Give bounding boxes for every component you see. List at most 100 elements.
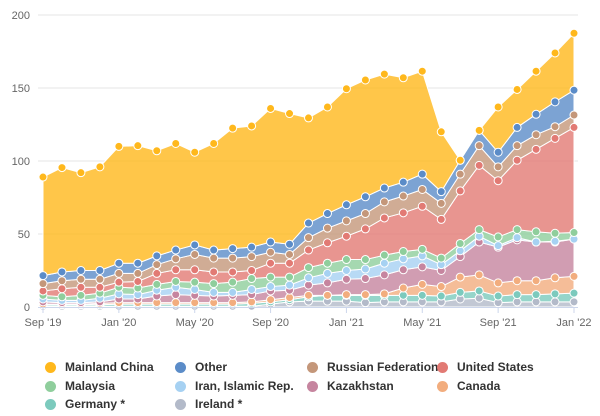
point-canada: [417, 279, 427, 289]
point-mainland-china: [360, 75, 370, 85]
legend-item-canada[interactable]: Canada: [437, 379, 500, 393]
point-united-states: [228, 267, 238, 277]
point-other: [550, 97, 560, 107]
point-united-states: [341, 231, 351, 241]
point-russian-federation: [228, 253, 238, 263]
point-kazakhstan: [417, 262, 427, 272]
legend-item-germany[interactable]: Germany *: [45, 397, 125, 411]
point-other: [493, 147, 503, 157]
point-mainland-china: [152, 146, 162, 156]
legend-marker: [437, 380, 448, 392]
point-other: [341, 200, 351, 210]
stacked-area-chart: 0 50 100 150 200 Sep '19 Jan '20 May '20 Sep '20…: [12, 10, 592, 329]
point-malaysia: [228, 277, 238, 287]
point-germany: [569, 288, 579, 298]
legend-label: Mainland China: [65, 360, 154, 374]
point-canada: [550, 273, 560, 283]
point-mainland-china: [322, 102, 332, 112]
point-united-states: [398, 208, 408, 218]
point-iran-islamic-rep: [190, 284, 200, 294]
point-russian-federation: [247, 252, 257, 262]
point-mainland-china: [209, 138, 219, 148]
point-kazakhstan: [398, 265, 408, 275]
point-russian-federation: [114, 268, 124, 278]
point-other: [398, 177, 408, 187]
point-mainland-china: [512, 84, 522, 94]
legend-marker: [45, 398, 56, 410]
point-mainland-china: [228, 123, 238, 133]
point-malaysia: [152, 279, 162, 289]
legend-item-kazakhstan[interactable]: Kazakhstan: [307, 379, 394, 393]
point-mainland-china: [95, 162, 105, 172]
point-canada: [455, 272, 465, 282]
point-canada: [322, 290, 332, 300]
point-germany: [436, 291, 446, 301]
point-malaysia: [512, 225, 522, 235]
point-mainland-china: [379, 69, 389, 79]
point-mainland-china: [76, 168, 86, 178]
point-ireland: [569, 297, 579, 307]
legend-item-ireland[interactable]: Ireland *: [175, 397, 242, 411]
point-united-states: [493, 176, 503, 186]
point-russian-federation: [322, 223, 332, 233]
legend-item-other[interactable]: Other: [175, 360, 227, 374]
point-other: [379, 183, 389, 193]
point-other: [512, 122, 522, 132]
legend-label: Ireland *: [195, 397, 243, 411]
x-tick-label: May '20: [176, 317, 214, 329]
legend-item-mainland-china[interactable]: Mainland China: [45, 360, 154, 374]
point-kazakhstan: [360, 274, 370, 284]
point-other: [247, 242, 257, 252]
x-tick-label: Sep '21: [480, 317, 517, 329]
point-mainland-china: [171, 138, 181, 148]
point-malaysia: [417, 244, 427, 254]
point-mainland-china: [304, 113, 313, 123]
y-tick-label: 50: [18, 229, 30, 241]
point-mainland-china: [550, 48, 560, 58]
point-united-states: [266, 258, 276, 268]
point-russian-federation: [95, 274, 105, 284]
point-united-states: [76, 282, 86, 292]
y-tick-label: 150: [12, 83, 30, 95]
point-united-states: [379, 213, 389, 223]
point-russian-federation: [379, 197, 389, 207]
point-russian-federation: [57, 276, 67, 286]
point-united-states: [209, 267, 219, 277]
point-germany: [474, 286, 484, 296]
legend-item-malaysia[interactable]: Malaysia: [45, 379, 115, 393]
point-malaysia: [398, 247, 408, 257]
point-other: [417, 169, 427, 179]
x-tick-label: Jan '22: [556, 317, 591, 329]
point-mainland-china: [493, 102, 503, 112]
point-canada: [493, 278, 503, 288]
point-mainland-china: [114, 141, 124, 151]
point-malaysia: [57, 292, 67, 302]
point-russian-federation: [417, 184, 427, 194]
point-united-states: [171, 265, 181, 275]
point-united-states: [360, 224, 370, 234]
point-united-states: [436, 214, 446, 224]
point-russian-federation: [171, 254, 181, 264]
point-other: [133, 258, 143, 268]
point-malaysia: [322, 258, 332, 268]
point-iran-islamic-rep: [512, 233, 522, 243]
point-other: [228, 244, 238, 254]
legend-item-united-states[interactable]: United States: [437, 360, 534, 374]
point-malaysia: [266, 272, 276, 282]
point-other: [436, 187, 446, 197]
legend-marker: [437, 361, 448, 373]
point-canada: [247, 297, 257, 307]
point-mainland-china: [417, 66, 427, 76]
legend-item-russian-federation[interactable]: Russian Federation: [307, 360, 438, 374]
point-iran-islamic-rep: [266, 282, 276, 292]
legend-item-iran-islamic-rep[interactable]: Iran, Islamic Rep.: [175, 379, 294, 393]
point-kazakhstan: [379, 270, 389, 280]
point-russian-federation: [436, 198, 446, 208]
point-iran-islamic-rep: [531, 237, 541, 247]
point-other: [209, 245, 219, 255]
point-russian-federation: [304, 233, 313, 243]
point-canada: [304, 290, 313, 300]
point-united-states: [190, 265, 200, 275]
point-russian-federation: [76, 274, 86, 284]
point-other: [266, 237, 276, 247]
